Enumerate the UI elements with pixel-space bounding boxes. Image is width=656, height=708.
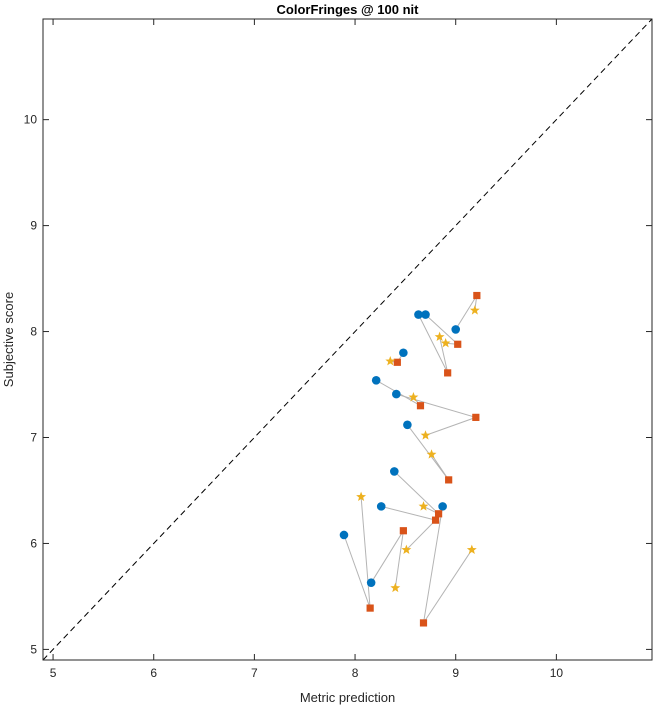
tick-layer: 5 6 7 8 9 10 5 6 7 8 9 10 bbox=[24, 19, 652, 680]
y-tick-label: 6 bbox=[30, 536, 37, 550]
data-point-circle bbox=[438, 502, 447, 511]
y-tick-label: 9 bbox=[30, 219, 37, 233]
data-point-star bbox=[418, 501, 429, 511]
y-axis-label: Subjective score bbox=[1, 292, 16, 387]
x-tick-label: 8 bbox=[352, 666, 359, 680]
data-point-circle bbox=[339, 530, 349, 540]
reference-diagonal-line bbox=[43, 19, 652, 660]
data-point-square bbox=[472, 413, 480, 421]
x-tick-label: 6 bbox=[150, 666, 157, 680]
data-point-square bbox=[419, 619, 428, 627]
y-tick-label: 10 bbox=[24, 113, 38, 127]
y-tick-label: 7 bbox=[30, 431, 37, 445]
data-point-star bbox=[434, 331, 445, 342]
data-point-circle bbox=[403, 420, 412, 430]
data-point-circle bbox=[392, 389, 401, 399]
plot-frame bbox=[42, 18, 653, 661]
data-point-square bbox=[431, 516, 440, 524]
marker-layer bbox=[339, 291, 481, 627]
data-point-square bbox=[366, 604, 374, 612]
x-tick-label: 9 bbox=[452, 666, 459, 680]
data-point-circle bbox=[451, 325, 461, 334]
data-point-star bbox=[420, 430, 431, 440]
data-point-star bbox=[440, 338, 451, 348]
data-point-square bbox=[445, 476, 453, 484]
data-point-circle bbox=[376, 502, 386, 511]
x-tick-label: 10 bbox=[550, 666, 564, 680]
data-point-star bbox=[426, 449, 437, 459]
data-point-square bbox=[444, 369, 452, 377]
data-point-star bbox=[466, 544, 477, 555]
chart-title: ColorFringes @ 100 nit bbox=[277, 2, 420, 17]
data-point-circle bbox=[366, 578, 376, 587]
data-point-star bbox=[408, 392, 419, 402]
reference-line-layer bbox=[43, 19, 652, 660]
data-point-square bbox=[399, 527, 407, 535]
data-point-square bbox=[434, 510, 443, 518]
y-tick-label: 8 bbox=[30, 325, 37, 339]
data-point-circle bbox=[390, 467, 399, 476]
data-point-square bbox=[454, 340, 462, 348]
data-point-circle bbox=[371, 375, 381, 385]
data-point-star bbox=[469, 305, 480, 315]
data-point-circle bbox=[414, 310, 423, 319]
x-tick-label: 5 bbox=[50, 666, 57, 680]
x-tick-label: 7 bbox=[251, 666, 258, 680]
data-point-star bbox=[385, 356, 396, 366]
data-point-star bbox=[356, 491, 367, 502]
data-point-square bbox=[473, 291, 481, 300]
data-point-square bbox=[393, 358, 401, 366]
x-axis-label: Metric prediction bbox=[300, 690, 395, 705]
data-point-square bbox=[416, 402, 425, 410]
data-point-star bbox=[390, 582, 401, 593]
data-point-circle bbox=[421, 310, 430, 319]
data-point-star bbox=[401, 544, 412, 555]
y-tick-label: 5 bbox=[30, 642, 37, 656]
data-point-circle bbox=[399, 348, 408, 358]
